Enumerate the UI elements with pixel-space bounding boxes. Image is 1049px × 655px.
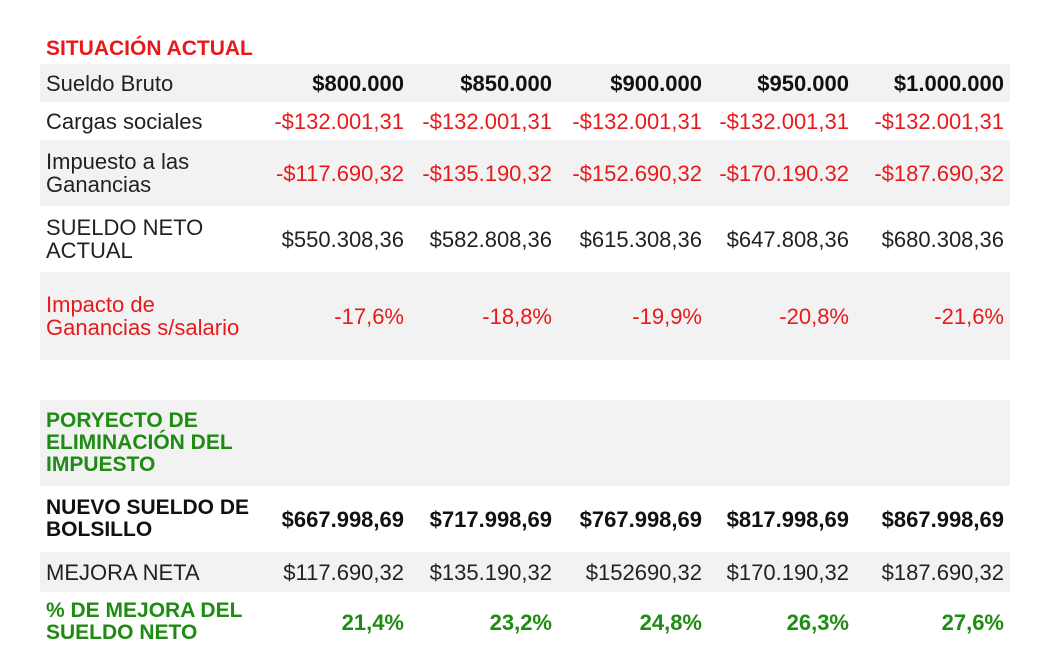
- tax-impact-row: Impacto de Ganancias s/salario -17,6% -1…: [40, 272, 1010, 360]
- cell: -$132.001,31: [719, 108, 849, 134]
- salary-comparison-table: SITUACIÓN ACTUAL Sueldo Bruto $800.000 $…: [40, 4, 1010, 652]
- improvement-percent-row: % DE MEJORA DEL SUELDO NETO 21,4% 23,2% …: [40, 592, 1010, 652]
- cell: $152690,32: [558, 552, 708, 592]
- new-net-salary-row: NUEVO SUELDO DE BOLSILLO $667.998,69 $71…: [40, 486, 1010, 552]
- cell: $135.190,32: [410, 552, 558, 592]
- row-label: MEJORA NETA: [40, 552, 260, 592]
- project-heading: PORYECTO DE ELIMINACIÓN DEL IMPUESTO: [40, 400, 260, 486]
- row-label: % DE MEJORA DEL SUELDO NETO: [46, 599, 243, 644]
- cell: $817.998,69: [726, 506, 849, 532]
- cell: -$187.690,32: [855, 140, 1010, 206]
- cell: $550.308,36: [281, 226, 404, 252]
- cell: -$132.001,31: [572, 108, 702, 134]
- cell: -17,6%: [260, 272, 410, 360]
- cell: $800.000: [260, 64, 410, 102]
- cell: -$132.001,31: [274, 108, 404, 134]
- row-label: Impacto de Ganancias s/salario: [40, 272, 260, 360]
- row-label: Cargas sociales: [46, 108, 203, 134]
- section-spacer: [40, 360, 1010, 400]
- cell: -20,8%: [708, 272, 855, 360]
- cell: $170.190,32: [708, 552, 855, 592]
- cell: 26,3%: [786, 609, 849, 635]
- cell: -$132.001,31: [874, 108, 1004, 134]
- current-net-salary-row: SUELDO NETO ACTUAL $550.308,36 $582.808,…: [40, 206, 1010, 272]
- cell: -$170.190.32: [708, 140, 855, 206]
- cell: -$132.001,31: [422, 108, 552, 134]
- cell: -$135.190,32: [410, 140, 558, 206]
- cell: $850.000: [410, 64, 558, 102]
- cell: -$152.690,32: [558, 140, 708, 206]
- row-label: NUEVO SUELDO DE BOLSILLO: [46, 496, 250, 541]
- cell: $117.690,32: [260, 552, 410, 592]
- cell: -18,8%: [410, 272, 558, 360]
- cell: $717.998,69: [429, 506, 552, 532]
- cell: $867.998,69: [881, 506, 1004, 532]
- project-heading-row: PORYECTO DE ELIMINACIÓN DEL IMPUESTO: [40, 400, 1010, 486]
- current-heading-row: SITUACIÓN ACTUAL: [40, 4, 1010, 64]
- cell: $667.998,69: [281, 506, 404, 532]
- cell: $647.808,36: [726, 226, 849, 252]
- cell: $680.308,36: [881, 226, 1004, 252]
- cell: $900.000: [558, 64, 708, 102]
- row-label: Sueldo Bruto: [40, 64, 260, 102]
- cell: $1.000.000: [855, 64, 1010, 102]
- cell: $767.998,69: [579, 506, 702, 532]
- cell: 24,8%: [639, 609, 702, 635]
- row-label: SUELDO NETO ACTUAL: [46, 215, 204, 263]
- cell: 21,4%: [341, 609, 404, 635]
- cell: $950.000: [708, 64, 855, 102]
- cell: -21,6%: [855, 272, 1010, 360]
- cell: $615.308,36: [579, 226, 702, 252]
- cell: 23,2%: [489, 609, 552, 635]
- income-tax-row: Impuesto a las Ganancias -$117.690,32 -$…: [40, 140, 1010, 206]
- row-label: Impuesto a las Ganancias: [40, 140, 260, 206]
- social-charges-row: Cargas sociales -$132.001,31 -$132.001,3…: [40, 102, 1010, 140]
- cell: $187.690,32: [855, 552, 1010, 592]
- cell: $582.808,36: [429, 226, 552, 252]
- current-situation-heading: SITUACIÓN ACTUAL: [46, 37, 253, 60]
- cell: -$117.690,32: [260, 140, 410, 206]
- cell: -19,9%: [558, 272, 708, 360]
- cell: 27,6%: [941, 609, 1004, 635]
- gross-salary-row: Sueldo Bruto $800.000 $850.000 $900.000 …: [40, 64, 1010, 102]
- net-improvement-row: MEJORA NETA $117.690,32 $135.190,32 $152…: [40, 552, 1010, 592]
